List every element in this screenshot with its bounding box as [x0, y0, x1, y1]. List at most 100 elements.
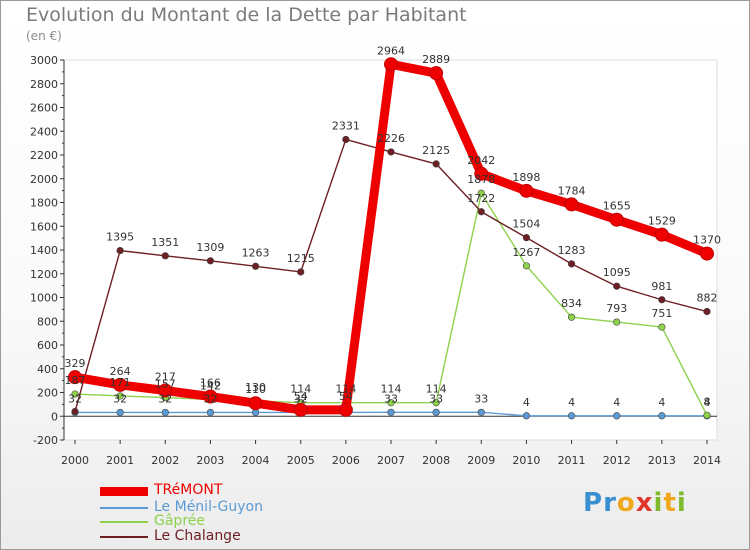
data-label: 1095 [603, 266, 631, 279]
legend-label: Le Ménil-Guyon [154, 499, 263, 515]
x-tick-label: 2000 [61, 454, 89, 467]
data-point [342, 135, 350, 144]
data-label: 32 [294, 392, 308, 405]
data-point [432, 399, 440, 407]
data-point [248, 396, 263, 411]
data-label: 2226 [377, 132, 405, 145]
data-point [387, 399, 395, 407]
data-point [613, 412, 621, 420]
y-tick-label: 0 [51, 410, 58, 423]
x-tick-label: 2007 [377, 454, 405, 467]
data-point [477, 189, 485, 197]
legend-label: Gâprée [154, 513, 205, 529]
data-label: 110 [245, 383, 266, 396]
logo-letter: P [583, 488, 604, 518]
x-tick-label: 2009 [467, 454, 495, 467]
data-point [203, 389, 218, 404]
data-point [116, 246, 124, 255]
data-point [206, 408, 215, 417]
data-point [658, 296, 666, 304]
data-point [567, 260, 576, 268]
data-point [116, 408, 124, 417]
data-point [609, 212, 624, 227]
data-label: 54 [294, 390, 308, 403]
data-label: 32 [113, 392, 127, 405]
data-point [567, 412, 576, 420]
data-point [387, 408, 395, 416]
legend-swatch [100, 507, 148, 509]
data-point [474, 166, 489, 181]
data-label: 4 [523, 396, 530, 409]
y-tick-label: 2200 [30, 149, 58, 162]
data-label: 1267 [512, 246, 540, 259]
data-point [251, 262, 260, 270]
x-tick-label: 2012 [603, 454, 631, 467]
data-label: 1655 [603, 200, 631, 213]
x-tick-label: 2001 [106, 454, 134, 467]
data-point [68, 370, 82, 385]
data-point [116, 392, 124, 400]
y-tick-label: 2800 [30, 78, 58, 91]
x-tick-label: 2002 [151, 454, 179, 467]
data-label: 33 [429, 392, 443, 405]
data-label: 4 [568, 396, 575, 409]
data-label: 171 [110, 376, 131, 389]
data-label: 130 [245, 381, 266, 394]
data-label: 1215 [287, 252, 315, 265]
data-label: 187 [65, 374, 86, 387]
data-point [658, 323, 666, 331]
logo-letter: r [603, 488, 617, 518]
y-tick-label: 2000 [30, 173, 58, 186]
x-tick-label: 2008 [422, 454, 450, 467]
data-label: 54 [339, 390, 353, 403]
logo-letter: o [616, 488, 636, 518]
data-label: 264 [110, 365, 131, 378]
series-le-chalange [71, 135, 711, 416]
data-label: 1898 [512, 171, 540, 184]
data-point [71, 390, 79, 398]
data-label: 882 [697, 292, 718, 305]
data-point [429, 66, 444, 81]
logo-letter: i [676, 488, 687, 518]
x-tick-label: 2013 [648, 454, 676, 467]
data-point [613, 318, 621, 326]
data-point [206, 257, 215, 265]
data-point [703, 411, 711, 419]
data-point [703, 307, 711, 316]
data-point [519, 183, 534, 198]
data-point [161, 252, 169, 260]
x-tick-label: 2006 [332, 454, 360, 467]
data-label: 114 [426, 383, 447, 396]
data-point [158, 383, 173, 398]
data-label: 329 [65, 357, 86, 370]
legend-swatch [100, 536, 148, 538]
data-label: 834 [561, 297, 582, 310]
logo-letter: i [653, 488, 664, 518]
data-label: 32 [68, 392, 82, 405]
data-label: 2125 [422, 144, 450, 157]
y-tick-label: 1000 [30, 292, 58, 305]
data-label: 1283 [558, 244, 586, 257]
y-tick-label: 400 [37, 363, 58, 376]
y-tick-label: 3000 [30, 54, 58, 67]
data-point [522, 412, 531, 420]
y-tick-label: 1800 [30, 197, 58, 210]
y-tick-label: 2600 [30, 102, 58, 115]
data-label: 1722 [467, 192, 495, 205]
data-label: 4 [704, 396, 711, 409]
data-label: 2889 [422, 53, 450, 66]
data-point [522, 234, 531, 242]
x-tick-label: 2005 [287, 454, 315, 467]
data-label: 2964 [377, 44, 405, 57]
data-point [432, 408, 440, 416]
data-label: 8 [704, 395, 711, 408]
data-label: 4 [613, 396, 620, 409]
y-tick-label: -200 [33, 434, 58, 447]
data-label: 4 [658, 396, 665, 409]
data-point [338, 402, 353, 417]
data-point [432, 160, 440, 168]
data-label: 142 [200, 379, 221, 392]
data-label: 114 [335, 383, 356, 396]
data-point [613, 282, 621, 290]
